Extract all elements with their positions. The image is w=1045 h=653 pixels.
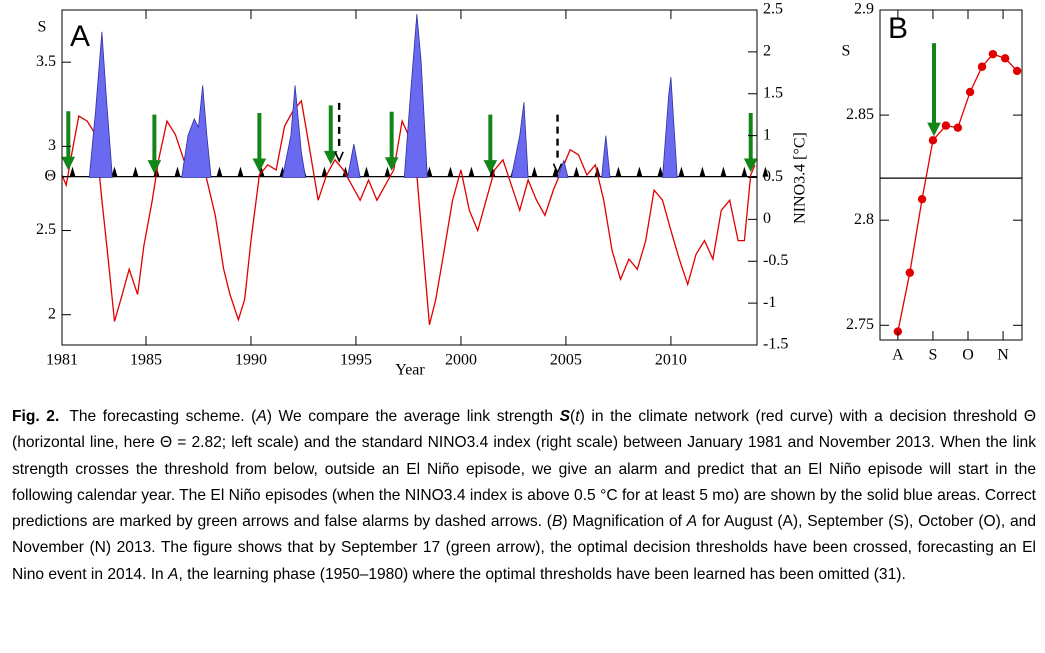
x-tick-label: N [997,347,1009,364]
data-point [977,62,987,71]
link-strength-line [897,53,1018,332]
data-point [953,123,963,132]
data-point [941,121,951,130]
arrow-head [743,158,758,173]
correct-arrow [483,114,498,174]
y-tick-label: 2.8 [854,211,874,228]
nino-episode [556,159,569,178]
data-point [988,49,998,59]
caption-run: S [559,408,571,425]
arrow-head [552,163,563,175]
figure: 2 2.5 3 3.5 Θ -1.5 -1 -0.5 0 0.5 1 1.5 2 2.5 1981 1985 1… [36,1,1023,379]
y-tick-label: Θ [44,167,56,184]
x-tick-label: 1985 [130,352,162,369]
correct-arrow [384,111,399,171]
false-alarm-arrow [552,114,563,175]
plot-frame [879,9,1023,341]
x-tick-label: 2010 [655,352,687,369]
nino-episode [88,31,113,178]
correct-arrow [323,105,338,165]
caption-run: for August (A), September (S), October (… [12,513,1036,583]
x-tick-label: A [892,347,904,364]
arrow-head [927,122,941,137]
arrow-head [252,158,267,173]
link-strength-line [61,99,756,325]
x-tick-label: 1995 [340,352,372,369]
x-tick-label: 1990 [235,352,267,369]
caption-run: ( [570,408,576,425]
y2-tick-label: 2.5 [763,1,783,18]
arrow-head [147,160,162,174]
y-axis-label: S [842,43,851,60]
correct-arrow [743,112,758,173]
caption-run: A [168,565,179,583]
x-tick-label: 1981 [46,352,78,369]
caption-run: ) We compare the average link strength [266,408,560,425]
arrow-head [334,151,344,163]
data-point [905,268,915,277]
x-tick-label: S [928,347,937,364]
data-point [1000,54,1010,63]
x-tick-label: 2000 [445,352,477,369]
y2-tick-label: 0 [763,210,771,227]
nino-episode [662,76,678,178]
caption-run: B [551,513,563,531]
data-point [917,194,927,204]
y2-axis-label: NINO3.4 [°C] [792,132,809,224]
y2-tick-label: 1.5 [763,84,783,101]
false-alarm-arrow [334,102,344,163]
data-point [1012,66,1022,76]
correct-arrow [147,114,162,174]
nino-episode [281,85,307,178]
arrow-head [384,157,399,171]
nino-episode [181,85,212,178]
nino-episode [601,135,611,178]
y-tick-label: 2.75 [846,316,874,333]
y-tick-label: 2 [48,305,56,322]
caption-run: ) Magnification of [562,513,687,531]
x-axis-label: Year [395,362,425,379]
panel-letter: B [888,12,908,45]
y2-tick-label: -1 [763,294,776,311]
nino-episode [347,143,361,178]
y-axis-label: S [38,19,47,36]
x-tick-label: O [962,347,974,364]
caption-run: , the learning phase (1950–1980) where t… [178,565,906,583]
caption-run: t [575,408,580,425]
arrow-head [483,160,498,174]
nino-episode [510,102,529,178]
caption: Fig. 2. The forecasting scheme. (A) We co… [12,404,1036,588]
y2-tick-label: 0.5 [763,168,783,185]
y2-tick-label: -1.5 [763,336,788,353]
y-tick-label: 3 [48,137,56,154]
correct-arrow [252,112,267,173]
arrow-head [61,156,76,171]
y2-tick-label: 2 [763,43,771,60]
y2-tick-label: 1 [763,126,771,143]
caption-run: ) in the climate network (red curve) wit… [12,408,1036,531]
y-tick-label: 2.85 [846,106,874,123]
caption-run: A [256,408,267,425]
y-tick-label: 2.9 [854,1,874,18]
nino-episode [403,14,428,178]
y2-tick-label: -0.5 [763,252,788,269]
correct-arrow [61,111,76,171]
data-point [965,87,975,97]
caption-run: The forecasting scheme. ( [69,408,257,425]
data-point [928,136,938,145]
arrow-head [323,150,338,165]
y-tick-label: 2.5 [36,221,56,238]
caption-run: Fig. 2. [12,408,60,425]
y-tick-label: 3.5 [36,53,56,70]
correct-arrow [927,43,941,137]
x-tick-label: 2005 [550,352,582,369]
caption-run: A [686,513,698,531]
panel-letter: A [70,20,90,53]
